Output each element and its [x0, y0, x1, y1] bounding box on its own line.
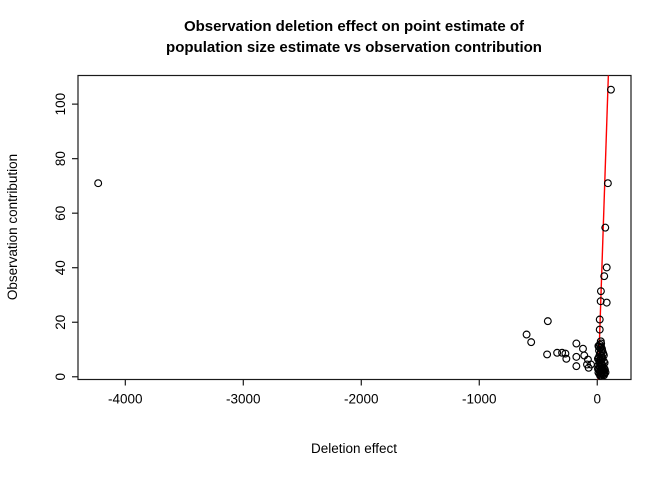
plot-title-line2: population size estimate vs observation … [166, 39, 542, 56]
data-point [94, 179, 103, 188]
data-point [602, 298, 611, 307]
data-point [561, 349, 570, 358]
y-axis-ticks: 0 20 40 60 80 100 [53, 93, 78, 381]
y-axis-label: Observation contribution [5, 154, 20, 300]
data-point [595, 340, 604, 349]
data-point [602, 263, 611, 272]
data-point [600, 369, 609, 378]
data-point [595, 325, 604, 334]
data-point [596, 287, 605, 296]
x-axis-ticks: -4000 -3000 -2000 -1000 0 [108, 379, 601, 407]
data-point [596, 359, 605, 368]
x-tick-label: -2000 [344, 392, 379, 407]
x-tick-label: -1000 [462, 392, 497, 407]
data-point [595, 315, 604, 324]
x-axis-label: Deletion effect [311, 441, 397, 456]
data-point [606, 85, 615, 94]
data-point [597, 339, 606, 348]
y-tick-label: 40 [53, 260, 68, 275]
plot-border-box [77, 74, 632, 381]
plot-title-line1: Observation deletion effect on point est… [184, 18, 525, 35]
x-tick-label: -3000 [226, 392, 261, 407]
data-point [600, 272, 609, 281]
data-point [553, 348, 562, 357]
x-tick-label: 0 [593, 392, 601, 407]
data-point [579, 344, 587, 353]
data-point [598, 353, 607, 362]
data-point [527, 338, 536, 347]
data-point [601, 223, 610, 232]
data-point [522, 330, 531, 339]
data-point [572, 339, 581, 348]
data-point [583, 355, 592, 364]
y-tick-label: 100 [53, 93, 68, 116]
fit-line-layer [597, 75, 610, 380]
data-point [558, 348, 567, 357]
data-point [572, 352, 581, 361]
y-tick-label: 60 [53, 206, 68, 221]
regression-line [597, 75, 610, 380]
data-point [584, 363, 593, 372]
y-tick-label: 0 [53, 373, 68, 381]
x-tick-label: -4000 [108, 392, 143, 407]
data-points-layer [94, 85, 615, 380]
data-point [543, 317, 552, 326]
data-point [543, 350, 552, 359]
data-point [580, 351, 589, 360]
data-point [593, 354, 602, 363]
data-point [603, 179, 612, 188]
data-point [572, 362, 581, 371]
data-point [562, 354, 571, 363]
y-tick-label: 20 [53, 315, 68, 330]
y-tick-label: 80 [53, 151, 68, 166]
